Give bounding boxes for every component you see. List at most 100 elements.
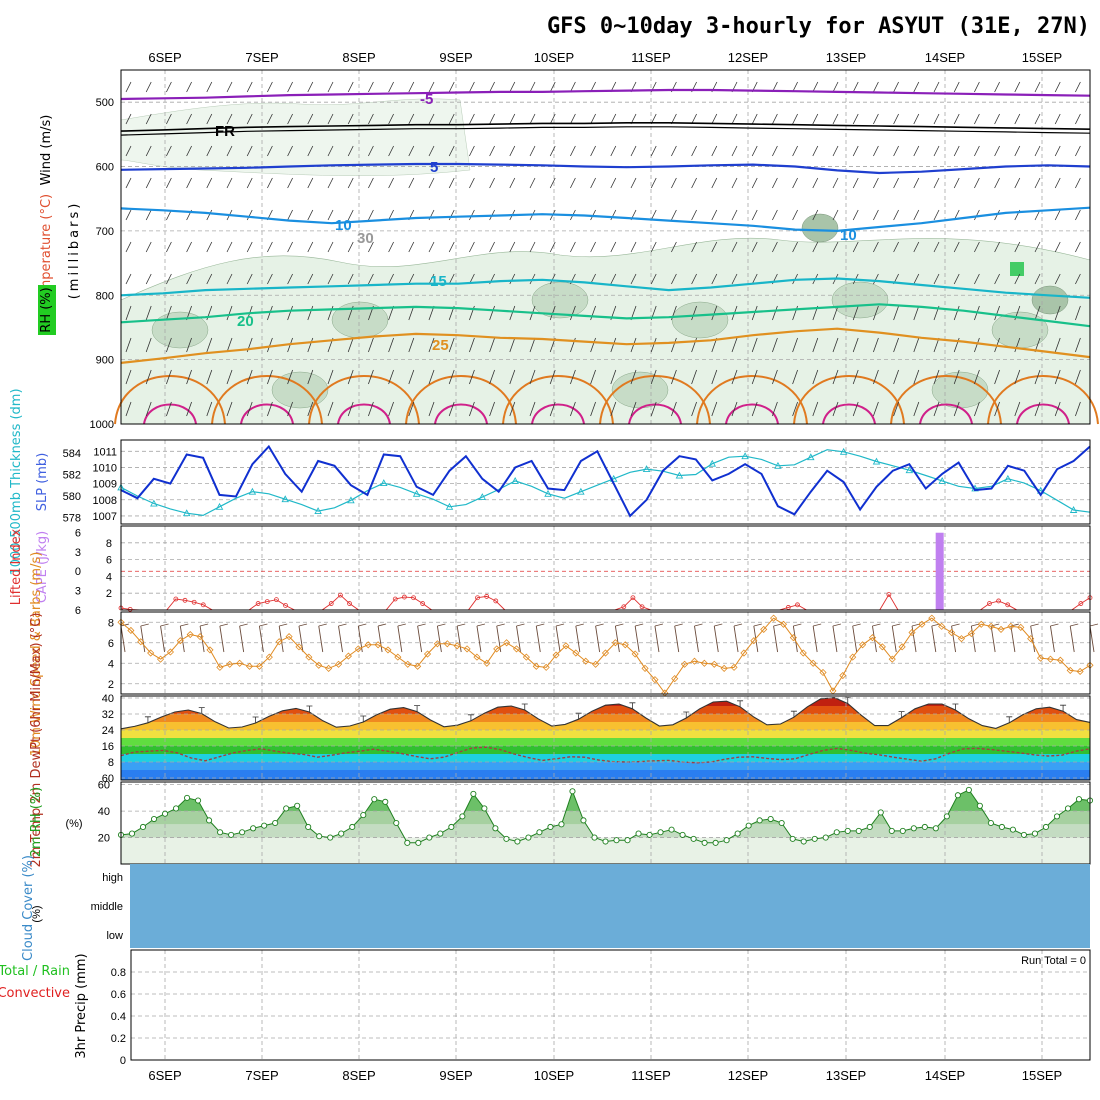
wind-speed-point xyxy=(1017,623,1025,631)
wind-speed-point xyxy=(147,649,155,657)
wind-barb xyxy=(1054,305,1061,321)
wind-barb xyxy=(287,241,293,253)
wind-barb xyxy=(166,305,172,321)
lifted-index-point xyxy=(182,597,188,603)
wind-speed-point xyxy=(196,633,204,641)
wind-barb xyxy=(913,177,920,189)
wind-10m-barb-flag xyxy=(259,623,268,627)
rh-point xyxy=(558,821,565,828)
wind-barb xyxy=(974,401,980,417)
wind-10m-barb-flag xyxy=(733,623,743,627)
rh-point xyxy=(1053,813,1061,820)
wind-barb xyxy=(428,401,435,417)
wind-speed-point xyxy=(572,649,580,657)
wind-barb xyxy=(347,113,354,125)
rh-point xyxy=(272,819,279,827)
wind-barb xyxy=(388,337,394,353)
wind-barb xyxy=(772,209,778,221)
wind-barb xyxy=(1075,177,1081,189)
wind-barb xyxy=(1034,113,1041,125)
date-label-top: 12SEP xyxy=(728,50,768,65)
wind-barb xyxy=(267,337,273,353)
rh-point xyxy=(998,823,1005,831)
wind-barb xyxy=(327,113,334,125)
wind-tick-label: 6 xyxy=(108,638,114,650)
wind-barb xyxy=(307,401,314,417)
warm-contour-30 xyxy=(599,375,711,425)
wind-speed-point xyxy=(127,626,135,635)
wind-barb xyxy=(469,81,475,93)
wind-barb xyxy=(489,81,495,93)
rh-point xyxy=(822,834,829,841)
wind-barb xyxy=(1054,81,1061,93)
wind-barb xyxy=(1014,401,1021,417)
wind-10m-barb-flag xyxy=(160,623,169,627)
wind-barb xyxy=(610,273,617,285)
wind-barb xyxy=(711,241,718,253)
slp-tick-label: 1011 xyxy=(93,446,117,458)
wind-barb xyxy=(307,209,314,221)
wind-barb xyxy=(610,145,617,157)
wind-barb xyxy=(1014,145,1021,157)
wind-barb xyxy=(1054,209,1061,221)
wind-barb xyxy=(145,401,152,417)
upper-temperature-label: Temperature (°C) xyxy=(39,194,54,307)
wind-barb xyxy=(650,369,657,385)
wind-barb xyxy=(913,401,920,417)
wind-barb xyxy=(307,273,314,285)
wind-barb xyxy=(226,305,233,321)
lifted-index-point xyxy=(255,601,261,606)
wind-barb xyxy=(1054,401,1061,417)
wind-speed-point xyxy=(720,664,728,672)
wind-barb xyxy=(792,369,798,385)
wind-speed-point xyxy=(493,645,501,653)
wind-barb xyxy=(590,113,596,125)
lifted-index-point xyxy=(987,601,992,606)
date-label-top: 13SEP xyxy=(826,50,866,65)
wind-barb xyxy=(893,113,899,125)
wind-barb xyxy=(509,113,516,125)
thickness-point xyxy=(938,476,946,484)
lifted-index-point xyxy=(392,596,398,602)
rh-point xyxy=(679,831,686,838)
date-label-bottom: 6SEP xyxy=(148,1068,181,1083)
wind-barb xyxy=(953,81,960,93)
wind-barb xyxy=(570,369,576,385)
wind-barb xyxy=(772,177,778,189)
wind-speed-point xyxy=(641,664,649,672)
wind-barb xyxy=(489,305,495,321)
wind-barb xyxy=(489,113,495,125)
thickness-point xyxy=(511,476,519,484)
wind-barb xyxy=(772,369,778,385)
lifted-index-point xyxy=(420,601,426,606)
wind-10m-barb xyxy=(970,625,976,653)
wind-barb xyxy=(388,241,394,253)
pressure-tick-label: 600 xyxy=(96,162,114,174)
wind-barb xyxy=(368,81,374,93)
lifted-index-point xyxy=(996,598,1001,604)
wind-barb xyxy=(913,113,920,125)
wind-10m-barb-flag xyxy=(239,623,248,627)
pressure-tick-label: 1000 xyxy=(90,419,114,431)
wind-10m-barb-flag xyxy=(476,623,486,627)
wind-barb xyxy=(953,273,960,285)
warm-contour-35 xyxy=(434,403,488,425)
warm-contour-35 xyxy=(919,403,973,425)
upper-rh-label: RH (%) xyxy=(39,287,54,332)
wind-10m-barb xyxy=(990,625,996,653)
wind-barb xyxy=(812,113,819,125)
wind-barb xyxy=(711,145,718,157)
wind-10m-barb-flag xyxy=(813,623,822,627)
wind-barb xyxy=(1014,113,1021,125)
rh-point xyxy=(932,825,939,832)
wind-speed-point xyxy=(473,653,481,661)
cape-tick-label: 4 xyxy=(106,571,112,583)
warm-contour-30 xyxy=(211,375,323,425)
wind-barb xyxy=(691,177,697,189)
wind-speed-point xyxy=(522,653,530,661)
temperature-contour-25 xyxy=(120,327,1091,364)
wind-barb xyxy=(590,369,596,385)
wind-barb xyxy=(933,209,940,221)
warm-contour-30 xyxy=(502,375,614,425)
